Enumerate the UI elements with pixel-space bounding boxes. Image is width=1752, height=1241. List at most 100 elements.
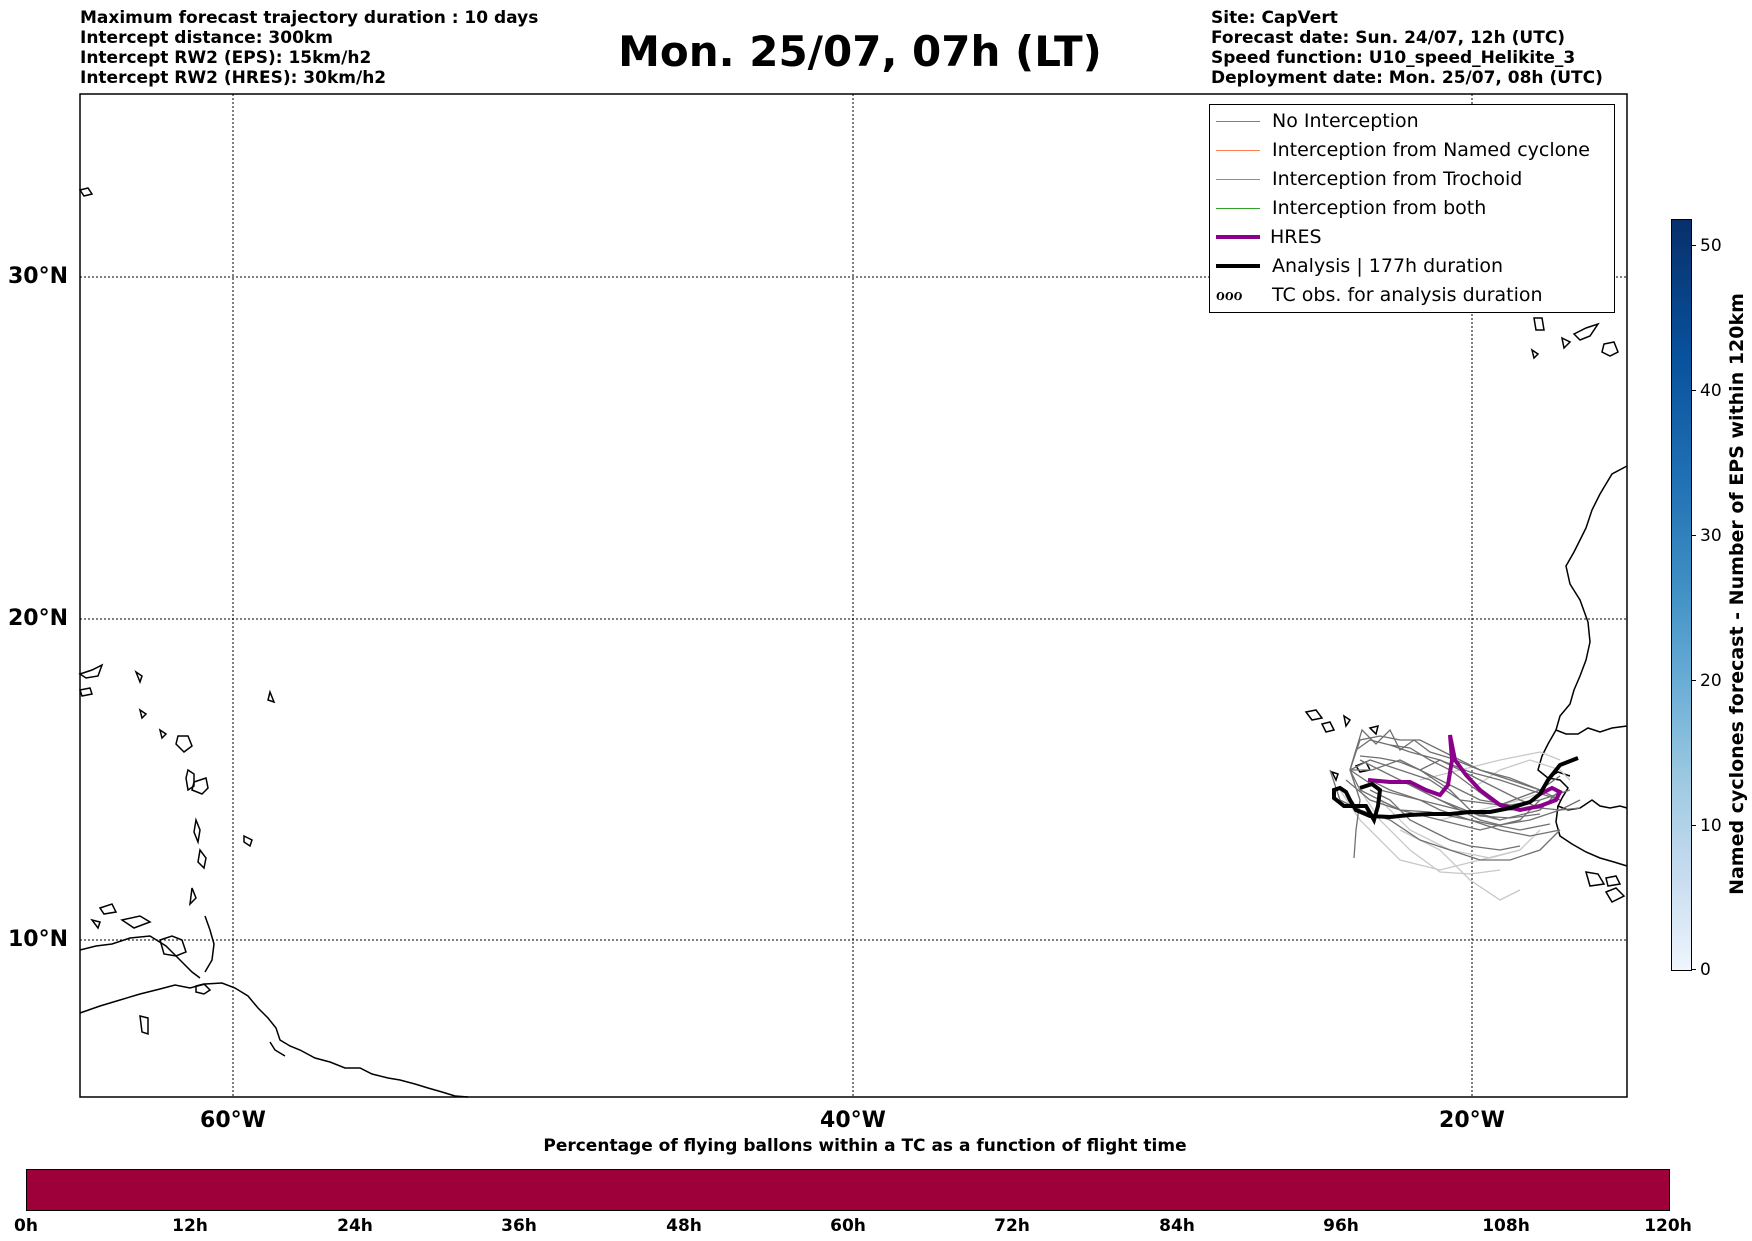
- flight-time-tick: 108h: [1482, 1216, 1530, 1236]
- coast-south-america: [79, 982, 469, 1098]
- coast-island-f: [267, 689, 276, 704]
- hres-trajectory: [1367, 734, 1563, 813]
- coast-island-g: [139, 1015, 149, 1036]
- coast-island-a: [134, 670, 143, 685]
- tc-symbol-icon: ℴℴℴ: [1216, 283, 1243, 305]
- legend-label: Interception from Named cyclone: [1272, 139, 1590, 161]
- flight-time-tick: 36h: [501, 1216, 537, 1236]
- coast-cape-verde-b: [1320, 721, 1336, 733]
- colorbar-tick-label: 0: [1700, 960, 1711, 980]
- lat-label-30n: 30°N: [8, 264, 69, 289]
- flight-time-tick: 24h: [337, 1216, 373, 1236]
- legend-swatch: [1216, 264, 1260, 268]
- graticule: [80, 94, 1627, 1097]
- flight-time-tick: 84h: [1159, 1216, 1195, 1236]
- analysis-trajectory: [1332, 756, 1579, 826]
- info-line: Intercept distance: 300km: [80, 28, 333, 48]
- colorbar-tick: [1691, 969, 1696, 970]
- legend-label: Interception from both: [1272, 197, 1487, 219]
- info-left: Maximum forecast trajectory duration : 1…: [80, 8, 538, 88]
- legend-label: HRES: [1270, 226, 1322, 248]
- coast-canary-d: [1572, 322, 1600, 341]
- coast-aruba: [90, 918, 101, 930]
- colorbar-tick: [1691, 680, 1696, 681]
- colorbar-tick-label: 30: [1700, 526, 1722, 546]
- legend-swatch: [1216, 235, 1260, 239]
- legend-label: TC obs. for analysis duration: [1272, 284, 1543, 306]
- legend-item-both: Interception from both: [1210, 194, 1614, 223]
- legend-item-trochoid: Interception from Trochoid: [1210, 165, 1614, 194]
- flight-time-colorbar: [26, 1169, 1670, 1211]
- info-right: Site: CapVert Forecast date: Sun. 24/07,…: [1211, 8, 1603, 88]
- flight-time-tick: 12h: [172, 1216, 208, 1236]
- coast-guinea: [1555, 805, 1628, 867]
- flight-time-tick: 48h: [666, 1216, 702, 1236]
- coast-barbados: [243, 834, 253, 848]
- flight-time-colorbar-title: Percentage of flying ballons within a TC…: [543, 1136, 1187, 1156]
- info-line: Intercept RW2 (EPS): 15km/h2: [80, 48, 372, 68]
- info-line: Site: CapVert: [1211, 8, 1338, 28]
- coast-canary-b: [1560, 336, 1572, 350]
- info-line: Maximum forecast trajectory duration : 1…: [80, 8, 539, 28]
- cyclone-colorbar: [1671, 219, 1692, 971]
- coast-canary-c: [1530, 348, 1540, 360]
- lat-label-20n: 20°N: [8, 606, 69, 631]
- coast-guinea-islands: [1605, 875, 1622, 887]
- coast-curacao: [98, 903, 118, 915]
- coast-guadeloupe: [191, 777, 209, 795]
- colorbar-tick: [1691, 535, 1696, 536]
- flight-time-tick: 96h: [1323, 1216, 1359, 1236]
- coast-bissagos: [1584, 871, 1606, 887]
- coast-sierra-leone: [1604, 887, 1626, 903]
- coast-virgin-islands: [79, 687, 93, 697]
- colorbar-tick-label: 40: [1700, 381, 1722, 401]
- lon-label-40w: 40°W: [820, 1108, 886, 1133]
- info-line: Intercept RW2 (HRES): 30km/h2: [80, 68, 387, 88]
- coast-grenada: [195, 983, 212, 995]
- coastlines: [78, 187, 1628, 1098]
- flight-time-tick: 120h: [1644, 1216, 1692, 1236]
- page-title: Mon. 25/07, 07h (LT): [618, 27, 1102, 76]
- lon-label-60w: 60°W: [200, 1108, 266, 1133]
- colorbar-tick: [1691, 245, 1696, 246]
- legend-swatch: [1216, 179, 1260, 180]
- colorbar-tick-label: 50: [1700, 236, 1722, 256]
- legend-swatch: [1216, 208, 1260, 209]
- coast-cape-verde-c: [1342, 714, 1352, 728]
- info-line: Speed function: U10_speed_Helikite_3: [1211, 48, 1576, 68]
- coast-africa: [1555, 465, 1628, 735]
- coast-island-e: [158, 728, 168, 740]
- flight-time-tick: 72h: [994, 1216, 1030, 1236]
- colorbar-tick-label: 10: [1700, 816, 1722, 836]
- legend-label: No Interception: [1272, 110, 1419, 132]
- lat-label-10n: 10°N: [8, 927, 69, 952]
- legend-swatch: [1216, 150, 1260, 151]
- coast-puerto-rico: [78, 663, 104, 679]
- coast-guiana: [269, 1041, 286, 1057]
- coast-canary-a: [1533, 317, 1545, 331]
- coast-cape-verde-d: [1368, 724, 1380, 736]
- coast-lesser-antilles: [204, 915, 215, 973]
- coast-island-b: [175, 735, 193, 753]
- colorbar-label: Named cyclones forecast - Number of EPS …: [1726, 293, 1748, 895]
- lon-label-20w: 20°W: [1439, 1108, 1505, 1133]
- coast-tobago: [120, 915, 152, 929]
- coast-cape-verde-a: [1304, 709, 1324, 721]
- info-line: Deployment date: Mon. 25/07, 08h (UTC): [1211, 68, 1603, 88]
- coast-st-lucia: [188, 887, 197, 907]
- colorbar-tick-label: 20: [1700, 671, 1722, 691]
- coast-dominica: [193, 817, 201, 845]
- coast-martinique: [197, 848, 207, 870]
- coast-island-c: [185, 768, 195, 792]
- legend-item-named-cyclone: Interception from Named cyclone: [1210, 136, 1614, 165]
- colorbar-tick: [1691, 390, 1696, 391]
- coast-cuba-fragment: [78, 187, 94, 197]
- legend-item-tc-obs: ℴℴℴ TC obs. for analysis duration: [1210, 281, 1614, 310]
- map-legend: No Interception Interception from Named …: [1209, 104, 1615, 313]
- colorbar-tick: [1691, 825, 1696, 826]
- info-line: Forecast date: Sun. 24/07, 12h (UTC): [1211, 28, 1566, 48]
- legend-label: Analysis | 177h duration: [1272, 255, 1504, 277]
- legend-swatch: [1216, 121, 1260, 122]
- coast-trinidad: [159, 935, 187, 957]
- legend-label: Interception from Trochoid: [1272, 168, 1523, 190]
